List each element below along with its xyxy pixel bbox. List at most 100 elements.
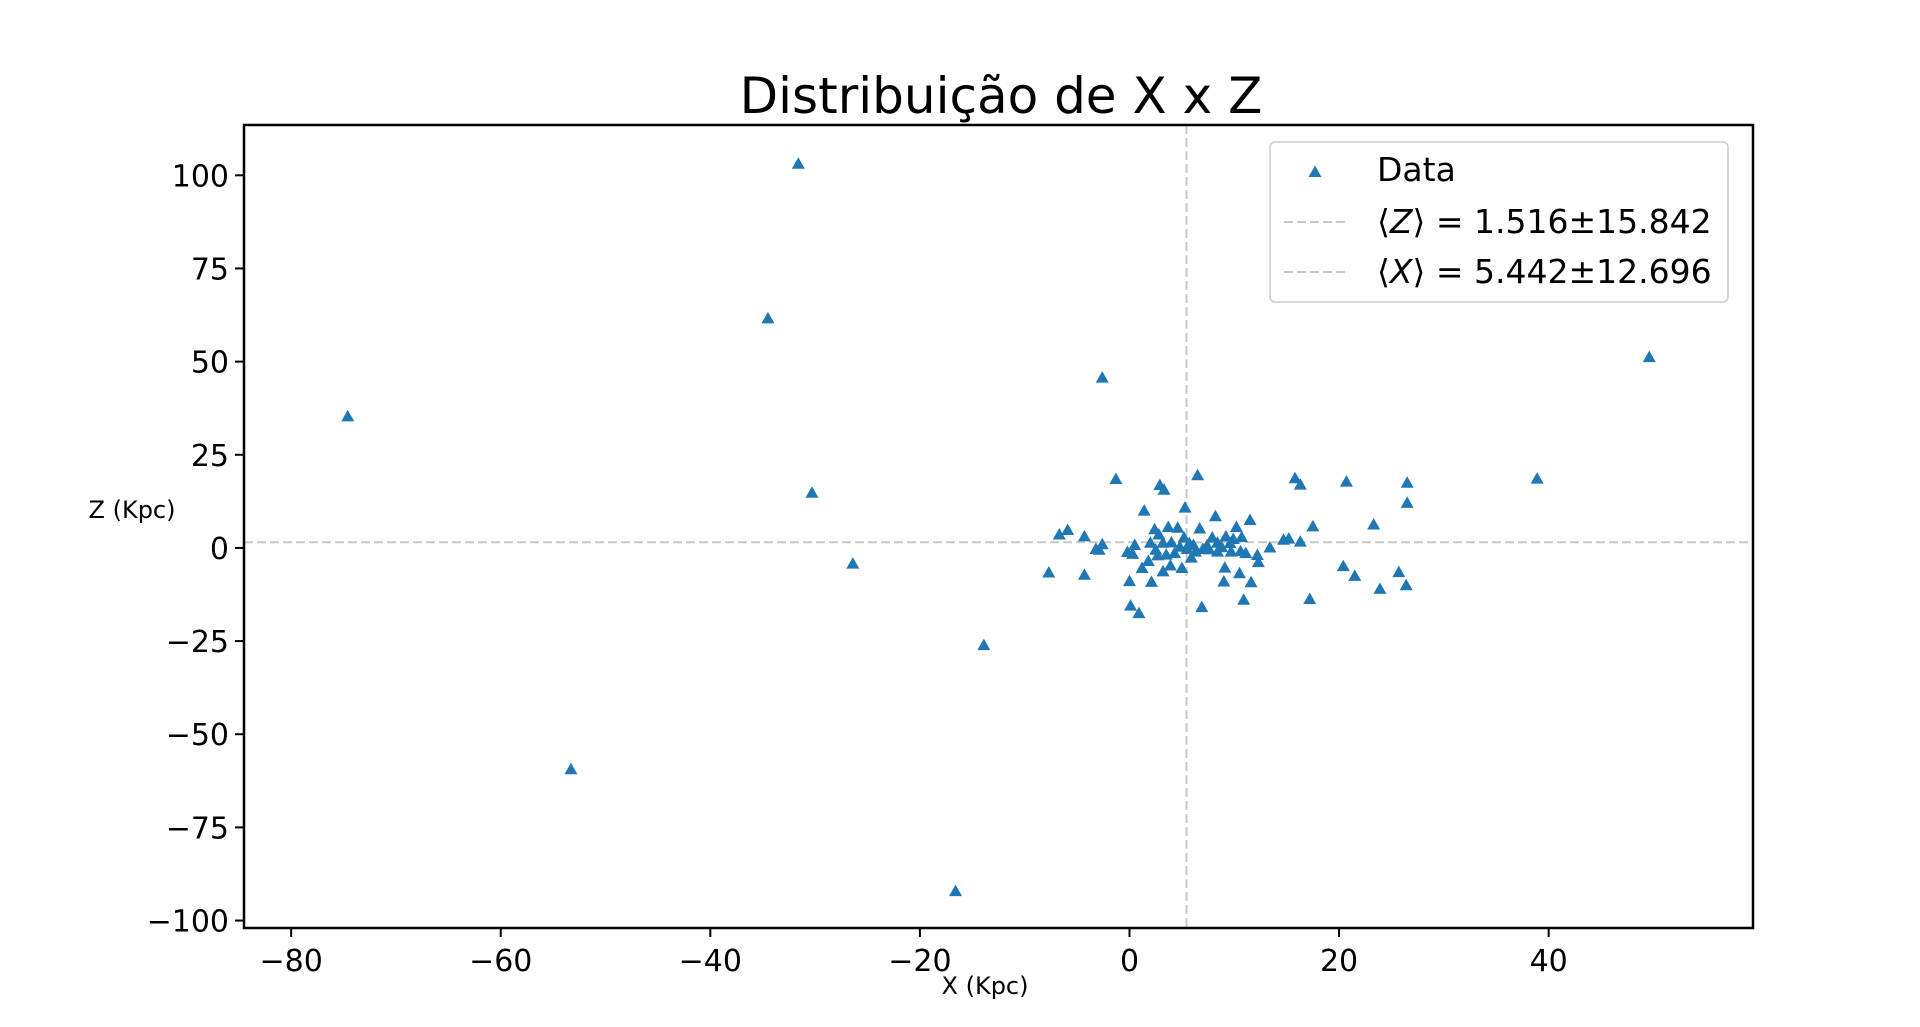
x-tick-label: −60 xyxy=(469,944,532,979)
data-point xyxy=(1373,582,1387,594)
legend-label-z-mean: ⟨Z⟩ = 1.516±15.842 xyxy=(1377,202,1712,241)
data-point xyxy=(1208,509,1222,522)
axes-frame xyxy=(242,123,1755,930)
y-axis-label: Z (Kpc) xyxy=(89,496,176,524)
data-point xyxy=(805,486,819,498)
data-point xyxy=(1205,530,1219,543)
data-point xyxy=(1171,521,1185,533)
data-point xyxy=(1193,522,1207,534)
data-point xyxy=(1089,542,1103,555)
data-point xyxy=(1159,548,1173,560)
data-point xyxy=(1122,574,1136,587)
data-point xyxy=(1135,561,1149,574)
data-point xyxy=(1042,566,1056,578)
data-point xyxy=(1132,606,1146,619)
y-tick-label: 50 xyxy=(191,346,229,381)
data-point xyxy=(1077,529,1091,542)
data-point xyxy=(564,762,578,775)
y-tick-label: −75 xyxy=(166,811,229,846)
data-point xyxy=(1400,496,1414,508)
data-point xyxy=(1137,504,1151,516)
data-point xyxy=(1392,565,1406,578)
data-point xyxy=(1143,536,1157,548)
legend-label-x-mean: ⟨X⟩ = 5.442±12.696 xyxy=(1377,252,1712,291)
data-point xyxy=(1141,554,1155,566)
data-point xyxy=(761,311,775,324)
data-point xyxy=(1530,472,1544,484)
data-point xyxy=(1128,538,1142,550)
x-tick-label: −20 xyxy=(888,944,951,979)
data-point xyxy=(1124,599,1138,611)
data-point xyxy=(1251,555,1265,568)
data-point xyxy=(1177,530,1191,543)
y-tick-label: 25 xyxy=(191,439,229,474)
data-point xyxy=(1156,564,1170,577)
data-point xyxy=(1164,535,1178,548)
y-tick-label: −50 xyxy=(166,718,229,753)
x-tick-label: 20 xyxy=(1320,944,1358,979)
data-point xyxy=(1196,542,1210,555)
data-point xyxy=(1095,371,1109,383)
data-point xyxy=(341,409,355,422)
data-point xyxy=(1235,530,1249,543)
plot-area xyxy=(242,123,1755,930)
data-point xyxy=(1244,575,1258,588)
data-point xyxy=(1306,519,1320,532)
data-point xyxy=(1339,475,1353,487)
data-point xyxy=(1288,471,1302,484)
x-axis-label: X (Kpc) xyxy=(942,972,1029,1000)
data-point xyxy=(1149,543,1163,555)
data-point xyxy=(1219,529,1233,542)
data-point xyxy=(1223,536,1237,549)
legend-box xyxy=(1269,141,1729,303)
legend-marker-data xyxy=(1308,165,1322,177)
data-point xyxy=(1293,478,1307,490)
data-point xyxy=(1191,468,1205,481)
data-point xyxy=(1263,541,1277,553)
data-point xyxy=(1144,575,1158,587)
data-point xyxy=(1642,350,1656,363)
data-point xyxy=(1243,513,1257,525)
data-point xyxy=(1336,559,1350,572)
legend-label-data: Data xyxy=(1377,150,1456,189)
data-point xyxy=(1195,600,1209,613)
data-point xyxy=(846,557,860,569)
data-point xyxy=(1233,566,1247,579)
x-tick-label: 40 xyxy=(1530,944,1568,979)
x-tick-label: −40 xyxy=(679,944,742,979)
data-point xyxy=(1234,544,1248,557)
data-point xyxy=(1120,545,1134,558)
data-point xyxy=(1237,593,1251,605)
data-point xyxy=(791,157,805,169)
data-point xyxy=(1077,568,1091,580)
data-point xyxy=(1168,546,1182,559)
y-tick-label: 0 xyxy=(210,532,229,567)
data-point xyxy=(1175,561,1189,574)
data-point xyxy=(1399,578,1413,591)
data-point xyxy=(1293,535,1307,547)
data-point xyxy=(1061,523,1075,536)
data-point xyxy=(1348,569,1362,581)
data-point xyxy=(949,884,963,897)
chart-title: Distribuição de X x Z xyxy=(740,67,1263,125)
data-point xyxy=(1148,522,1162,535)
data-point xyxy=(1178,501,1192,513)
data-point xyxy=(1163,558,1177,571)
legend: Data ⟨Z⟩ = 1.516±15.842 ⟨X⟩ = 5.442±12.6… xyxy=(1269,141,1729,303)
data-point xyxy=(1229,520,1243,533)
y-tick-label: −25 xyxy=(166,625,229,660)
data-point xyxy=(1217,574,1231,587)
data-point xyxy=(1184,551,1198,563)
data-point xyxy=(1173,540,1187,552)
data-point xyxy=(1277,533,1291,545)
data-point xyxy=(1161,520,1175,533)
y-tick-label: 75 xyxy=(191,252,229,287)
data-point xyxy=(1250,548,1264,561)
data-point xyxy=(1224,545,1238,557)
y-tick-label: −100 xyxy=(147,905,229,940)
x-tick-label: −80 xyxy=(260,944,323,979)
data-point xyxy=(1218,561,1232,573)
x-tick-label: 0 xyxy=(1120,944,1139,979)
data-point xyxy=(1303,592,1317,604)
